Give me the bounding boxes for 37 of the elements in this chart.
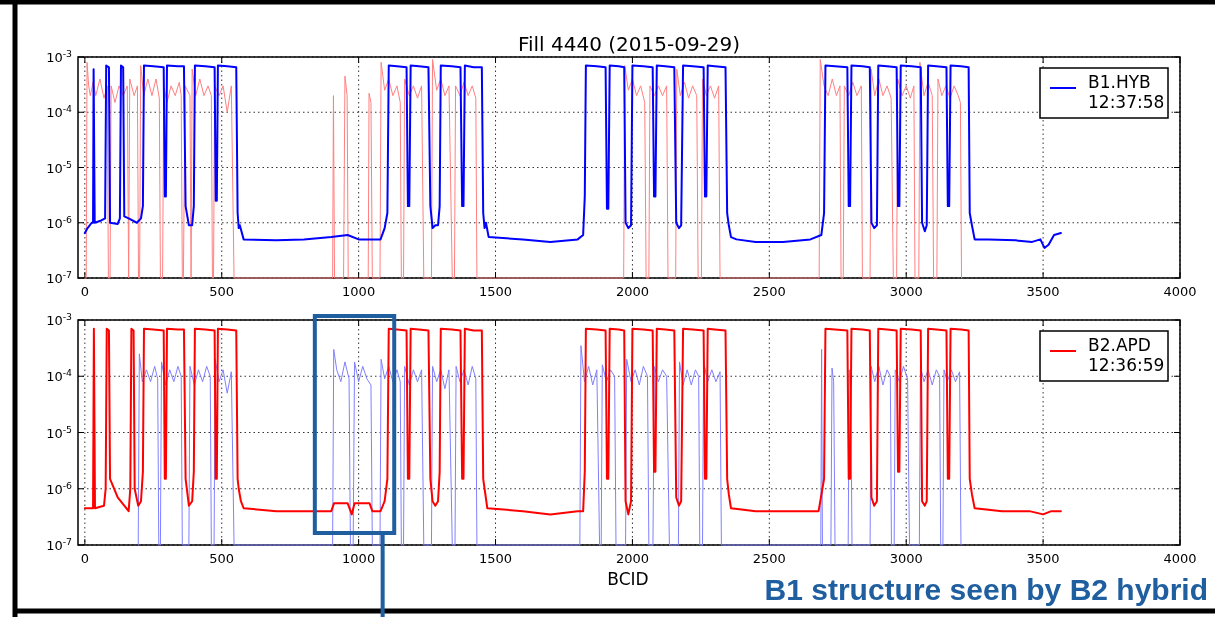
line-series bbox=[137, 345, 962, 546]
legend-label: B1.HYB 12:37:58 bbox=[1088, 72, 1165, 112]
x-tick-label: 3500 bbox=[1026, 551, 1060, 566]
x-tick-label: 2500 bbox=[752, 551, 786, 566]
line-series bbox=[84, 59, 963, 279]
x-tick-label: 4000 bbox=[1163, 551, 1197, 566]
x-tick-label: 3000 bbox=[889, 284, 923, 299]
x-tick-label: 500 bbox=[209, 551, 235, 566]
legend-label: B2.APD 12:36:59 bbox=[1088, 335, 1165, 375]
x-tick-label: 500 bbox=[209, 284, 235, 299]
x-tick-label: 3500 bbox=[1026, 284, 1060, 299]
x-tick-label: 2000 bbox=[615, 551, 649, 566]
x-tick-label: 2000 bbox=[615, 284, 649, 299]
x-tick-label: 0 bbox=[80, 284, 89, 299]
y-tick-label: 10$^{-4}$ bbox=[46, 102, 73, 121]
x-tick-label: 1500 bbox=[478, 284, 513, 299]
y-tick-label: 10$^{-3}$ bbox=[46, 47, 73, 65]
y-tick-label: 10$^{-5}$ bbox=[46, 423, 73, 441]
text: B1 structure seen by B2 hybrid bbox=[764, 573, 1208, 606]
y-tick-label: 10$^{-3}$ bbox=[46, 310, 73, 328]
y-tick-label: 10$^{-7}$ bbox=[46, 268, 73, 286]
x-tick-label: 3000 bbox=[889, 551, 923, 566]
line-series bbox=[83, 64, 1062, 249]
x-tick-label: 1000 bbox=[342, 284, 376, 299]
y-tick-label: 10$^{-4}$ bbox=[46, 366, 73, 385]
x-tick-label: 2500 bbox=[752, 284, 786, 299]
y-tick-label: 10$^{-6}$ bbox=[46, 213, 73, 231]
x-tick-label: 0 bbox=[80, 551, 89, 566]
x-tick-label: 1000 bbox=[342, 551, 376, 566]
y-tick-label: 10$^{-5}$ bbox=[46, 158, 73, 176]
x-tick-label: 1500 bbox=[478, 551, 513, 566]
chart-title: Fill 4440 (2015-09-29) bbox=[517, 32, 741, 56]
y-tick-label: 10$^{-7}$ bbox=[46, 535, 73, 553]
x-axis-title: BCID bbox=[607, 569, 649, 589]
x-tick-label: 4000 bbox=[1163, 284, 1197, 299]
line-series bbox=[83, 327, 1062, 516]
y-tick-label: 10$^{-6}$ bbox=[46, 479, 73, 497]
